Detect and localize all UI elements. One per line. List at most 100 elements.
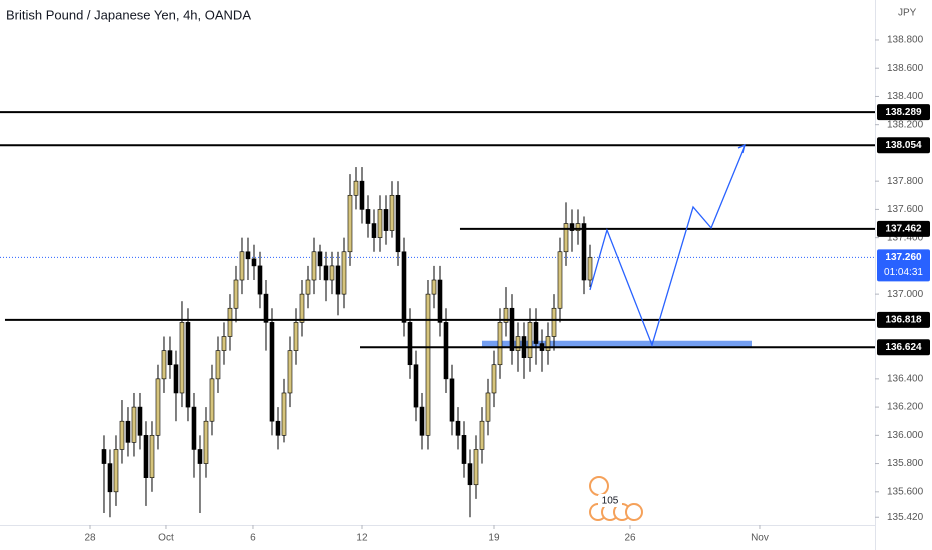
candle-body [443,322,449,380]
candle-body [137,406,143,436]
candle-body [383,209,389,231]
candle-body [389,194,395,231]
candle-body [395,194,401,253]
candle-body [101,449,107,464]
candle-body [431,279,437,295]
y-tick-label: 137.600 [887,204,924,215]
projection-arrowhead [737,143,746,154]
current-price-label: 137.260 [885,252,922,263]
x-tick-label: Nov [751,533,769,544]
x-tick-label: 28 [84,533,96,544]
y-tick-label: 135.800 [887,458,924,469]
level-label: 137.462 [885,224,922,235]
candle-body [107,463,113,493]
candle-body [515,336,521,351]
currency-label: JPY [898,8,917,19]
event-count: 105 [602,496,619,507]
candle-body [245,251,251,260]
candle-body [353,180,359,196]
candle-body [479,420,485,450]
candle-body [575,223,581,231]
candle-body [491,364,497,394]
candle-body [503,307,509,323]
current-price-box [877,249,930,282]
level-label-box [877,311,930,328]
candle-body [281,392,287,436]
candle-body [221,336,227,351]
candle-body [263,293,269,323]
level-label-box [877,104,930,121]
candle-body [239,251,245,281]
countdown-label: 01:04:31 [884,267,923,278]
candle-body [407,322,413,366]
candle-body [551,307,557,337]
candle-body [377,209,383,238]
level-label: 138.289 [885,107,922,118]
candle-body [581,223,587,281]
candle-body [449,378,455,422]
candle-body [563,223,569,253]
candle-body [425,293,431,436]
projection-path [589,144,746,347]
candle-body [371,223,377,238]
candle-body [335,265,341,295]
candle-body [305,279,311,295]
y-tick-label: 137.400 [887,232,924,243]
candle-body [533,322,539,344]
candle-body [293,322,299,351]
candle-body [341,251,347,295]
candle-body [587,257,593,281]
candle-body [197,449,203,464]
level-label-box [877,339,930,356]
level-label-box [877,137,930,154]
x-tick-label: 19 [488,533,500,544]
candle-body [227,307,233,337]
candle-body [203,420,209,464]
candle-body [125,420,131,443]
y-tick-label: 138.600 [887,63,924,74]
y-tick-label: 136.000 [887,430,924,441]
candle-body [287,350,293,394]
candle-body [149,435,155,478]
candle-body [557,251,563,309]
y-tick-label: 138.800 [887,35,924,46]
candle-body [173,364,179,394]
candle-body [461,435,467,464]
candle-body [329,265,335,281]
candle-body [455,420,461,436]
y-tick-label: 137.000 [887,289,924,300]
candle-body [323,265,329,281]
candle-body [401,251,407,323]
event-icon [625,503,643,521]
candle-body [113,449,119,493]
candle-body [437,279,443,323]
level-label: 136.624 [885,342,922,353]
candle-body [185,322,191,408]
candle-body [317,251,323,267]
candle-body [179,322,185,394]
x-tick-label: 6 [250,533,256,544]
y-tick-label: 135.600 [887,486,924,497]
candle-body [473,449,479,486]
candle-body [299,293,305,323]
candle-body [269,322,275,422]
candle-body [419,406,425,436]
candle-body [485,392,491,422]
candle-body [161,350,167,380]
candle-body [359,180,365,210]
level-label-box [877,220,930,237]
candle-body [215,350,221,380]
candle-body [497,322,503,366]
candle-body [143,435,149,478]
x-tick-label: 12 [356,533,368,544]
candle-body [311,251,317,281]
y-tick-label: 137.800 [887,176,924,187]
y-tick-label: 138.200 [887,119,924,130]
level-label: 138.054 [885,140,922,151]
candle-body [119,420,125,450]
event-icon [589,476,609,496]
candle-body [527,322,533,358]
x-tick-label: 26 [624,533,636,544]
